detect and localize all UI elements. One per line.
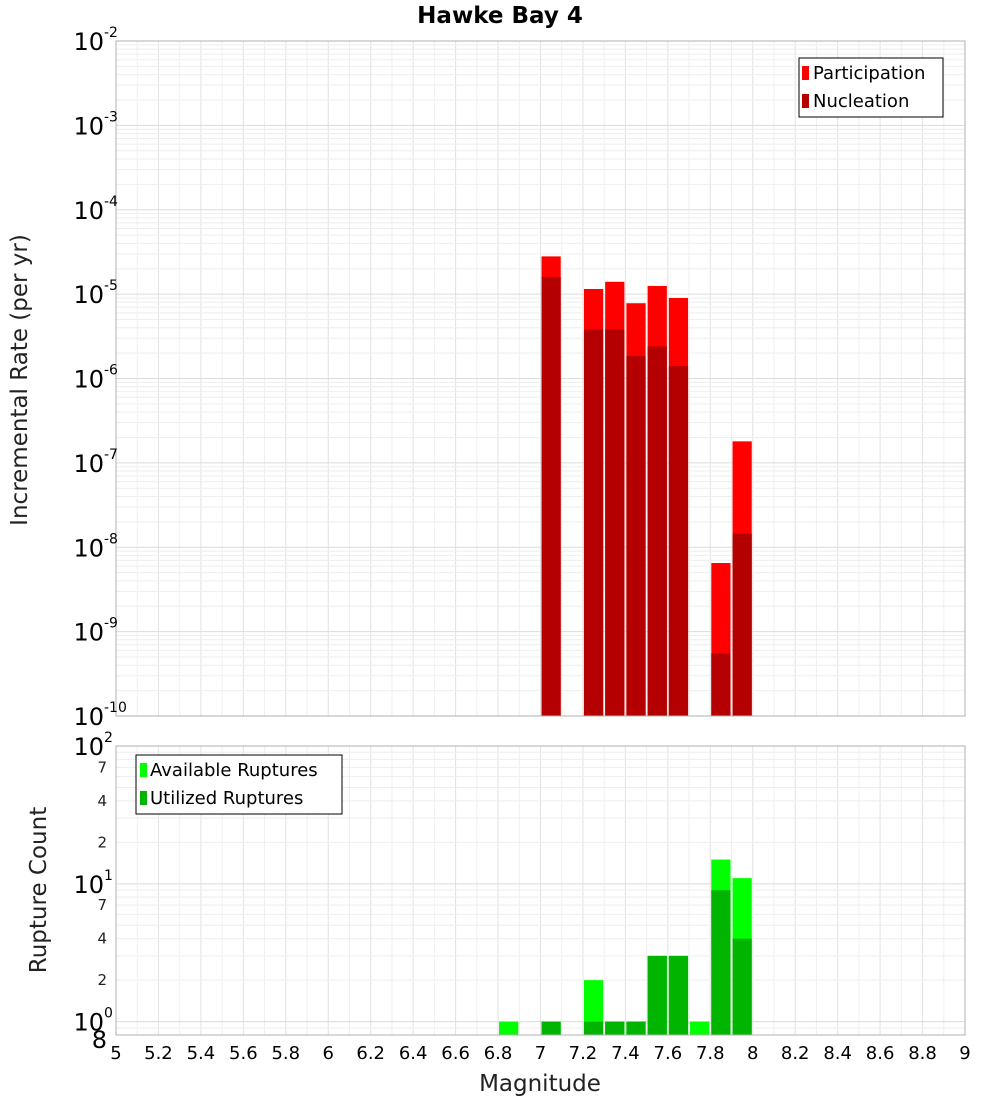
legend-swatch-available xyxy=(140,763,147,777)
y-tick-minor-label: 8 xyxy=(92,1026,107,1054)
x-tick-label: 5.8 xyxy=(271,1043,300,1064)
bar-utilized-ruptures xyxy=(541,1021,561,1035)
x-tick-label: 5 xyxy=(110,1043,121,1064)
x-tick-label: 7.6 xyxy=(654,1043,683,1064)
x-tick-label: 8.2 xyxy=(781,1043,810,1064)
y-tick-exponent: 1 xyxy=(104,868,113,884)
bar-utilized-ruptures xyxy=(668,955,689,1035)
x-tick-label: 6.4 xyxy=(399,1043,428,1064)
bar-utilized-ruptures xyxy=(583,1021,604,1035)
bar-available-ruptures xyxy=(499,1021,519,1035)
x-axis-ticks: 5 5.2 5.4 5.6 5.8 6 6.2 6.4 6.6 6.8 7 7.2 7.4 7.6 7.8 8… xyxy=(110,1043,970,1064)
top-plot-area xyxy=(115,40,966,717)
x-tick-label: 7.8 xyxy=(696,1043,725,1064)
y-tick-exponent: -7 xyxy=(104,447,118,463)
bottom-plot-area xyxy=(115,745,966,1036)
legend-label-available: Available Ruptures xyxy=(150,760,318,781)
x-tick-label: 7.2 xyxy=(569,1043,598,1064)
top-panel-grid xyxy=(115,41,966,717)
bar-utilized-ruptures xyxy=(732,938,752,1035)
y-tick-label: 10 xyxy=(73,450,104,478)
legend-swatch-nucleation xyxy=(802,94,809,108)
y-tick-exponent: -3 xyxy=(104,109,118,125)
x-tick-label: 6.6 xyxy=(441,1043,470,1064)
y-tick-label: 10 xyxy=(73,112,104,140)
y-tick-exponent: -2 xyxy=(104,25,118,41)
y-tick-label: 10 xyxy=(73,366,104,394)
legend-swatch-participation xyxy=(802,66,809,80)
x-axis-label: Magnitude xyxy=(479,1071,601,1097)
y-tick-exponent: -8 xyxy=(104,531,118,547)
bar-available-ruptures xyxy=(690,1021,710,1035)
top-legend: Participation Nucleation xyxy=(798,57,944,118)
x-tick-label: 5.2 xyxy=(144,1043,173,1064)
y-tick-exponent: -9 xyxy=(104,616,118,632)
y-tick-exponent: 2 xyxy=(104,730,113,746)
bar-nucleation xyxy=(668,366,689,716)
bottom-panel-bars xyxy=(499,859,752,1035)
y-tick-exponent: 0 xyxy=(104,1006,113,1022)
bar-utilized-ruptures xyxy=(605,1021,625,1035)
bar-nucleation xyxy=(711,653,731,716)
legend-label-participation: Participation xyxy=(813,63,925,84)
y-tick-exponent: -4 xyxy=(104,194,118,210)
y-tick-label: 10 xyxy=(73,1009,104,1037)
x-tick-label: 6.8 xyxy=(484,1043,513,1064)
bar-available-ruptures xyxy=(583,980,604,1035)
y-tick-label: 10 xyxy=(73,703,104,731)
y-tick-minor-label: 7 xyxy=(97,758,107,776)
bar-nucleation xyxy=(541,276,561,716)
x-tick-label: 6 xyxy=(323,1043,334,1064)
y-tick-minor-label: 2 xyxy=(97,971,107,989)
y-tick-minor-label: 4 xyxy=(97,930,107,948)
y-tick-label: 10 xyxy=(73,733,104,761)
legend-label-utilized: Utilized Ruptures xyxy=(150,788,303,809)
top-panel-bars xyxy=(541,256,752,716)
x-tick-label: 8 xyxy=(747,1043,758,1064)
x-tick-label: 5.4 xyxy=(187,1043,216,1064)
x-tick-label: 9 xyxy=(959,1043,970,1064)
bar-utilized-ruptures xyxy=(626,1021,646,1035)
x-tick-label: 8.4 xyxy=(823,1043,852,1064)
top-y-axis-label: Incremental Rate (per yr) xyxy=(7,234,33,526)
y-tick-label: 10 xyxy=(73,871,104,899)
bottom-legend: Available Ruptures Utilized Ruptures xyxy=(135,754,343,815)
y-tick-exponent: -10 xyxy=(104,700,127,716)
bottom-legend-box xyxy=(135,754,343,815)
bar-utilized-ruptures xyxy=(711,890,731,1035)
y-tick-label: 10 xyxy=(73,619,104,647)
bar-nucleation xyxy=(732,533,752,716)
x-tick-label: 6.2 xyxy=(356,1043,385,1064)
y-tick-label: 10 xyxy=(73,281,104,309)
legend-label-nucleation: Nucleation xyxy=(813,91,909,112)
x-tick-label: 8.8 xyxy=(908,1043,937,1064)
bottom-y-axis-label: Rupture Count xyxy=(26,807,52,973)
bar-nucleation xyxy=(583,329,604,716)
x-tick-label: 7 xyxy=(535,1043,546,1064)
x-tick-label: 8.6 xyxy=(866,1043,895,1064)
x-tick-label: 7.4 xyxy=(611,1043,640,1064)
top-y-axis-ticks: 10-210-310-410-510-610-710-810-910-10 xyxy=(73,25,126,731)
bar-nucleation xyxy=(605,329,625,716)
y-tick-minor-label: 2 xyxy=(97,833,107,851)
y-tick-exponent: -5 xyxy=(104,278,118,294)
bar-utilized-ruptures xyxy=(647,955,667,1035)
y-tick-label: 10 xyxy=(73,197,104,225)
legend-swatch-utilized xyxy=(140,791,147,805)
y-tick-minor-label: 4 xyxy=(97,792,107,810)
chart-title: Hawke Bay 4 xyxy=(417,3,583,29)
y-tick-label: 10 xyxy=(73,28,104,56)
bar-nucleation xyxy=(647,346,667,716)
y-tick-label: 10 xyxy=(73,534,104,562)
x-tick-label: 5.6 xyxy=(229,1043,258,1064)
top-legend-box xyxy=(798,57,944,118)
bar-nucleation xyxy=(626,355,646,716)
y-tick-exponent: -6 xyxy=(104,363,118,379)
y-tick-minor-label: 7 xyxy=(97,896,107,914)
